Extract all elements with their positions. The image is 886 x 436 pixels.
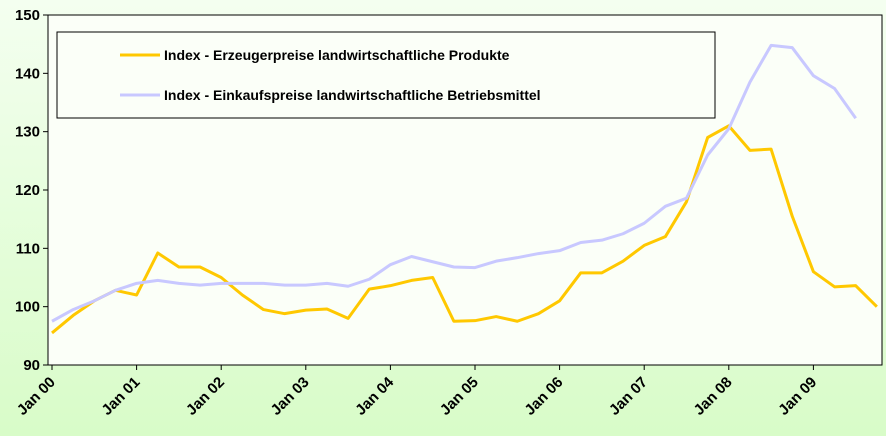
y-tick-label: 120 — [15, 182, 40, 199]
series-line — [51, 43, 857, 323]
legend-label: Index - Erzeugerpreise landwirtschaftlic… — [164, 47, 510, 63]
legend-box — [56, 31, 716, 119]
y-tick-label: 130 — [15, 124, 40, 141]
series-line — [51, 124, 878, 335]
y-tick-label: 150 — [15, 7, 40, 24]
legend-label: Index - Einkaufspreise landwirtschaftlic… — [164, 87, 541, 103]
legend: Index - Erzeugerpreise landwirtschaftlic… — [56, 31, 716, 119]
y-tick-label: 90 — [23, 357, 40, 374]
y-tick-label: 140 — [15, 65, 40, 82]
y-tick-label: 110 — [16, 240, 40, 257]
y-tick-label: 100 — [15, 299, 40, 316]
